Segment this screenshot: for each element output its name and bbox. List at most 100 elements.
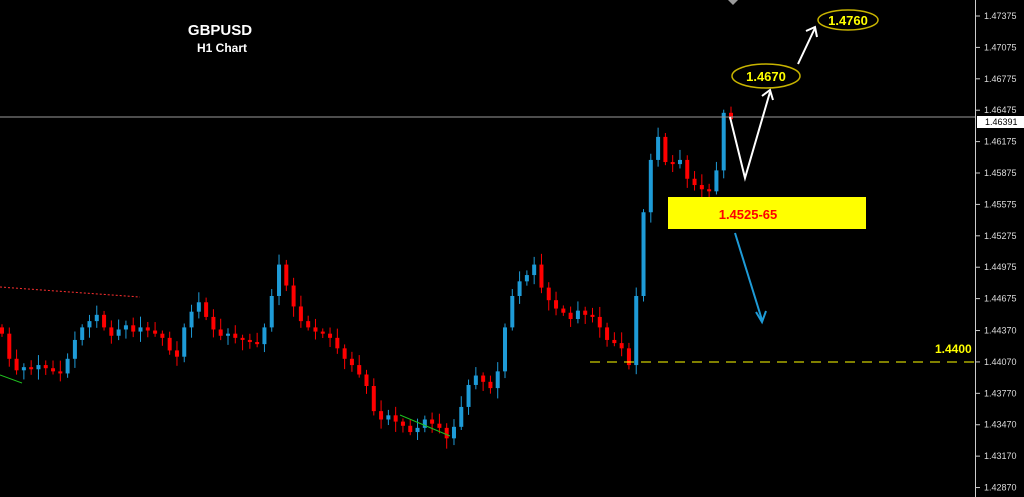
candle-body bbox=[656, 136, 661, 160]
candle-body bbox=[277, 264, 282, 296]
candle-body bbox=[225, 333, 230, 336]
candle-body bbox=[262, 327, 267, 345]
candle-body bbox=[605, 327, 610, 340]
candle-body bbox=[349, 358, 354, 366]
y-tick-label: 1.44070 bbox=[984, 357, 1017, 367]
candle-body bbox=[204, 302, 209, 317]
bearish-arrow bbox=[734, 232, 763, 321]
candle-body bbox=[714, 170, 719, 192]
candle-body bbox=[597, 316, 602, 328]
candle-body bbox=[298, 306, 303, 322]
y-tick-label: 1.44975 bbox=[984, 262, 1017, 272]
green-trendline bbox=[0, 374, 23, 384]
y-tick-label: 1.43170 bbox=[984, 451, 1017, 461]
candles bbox=[0, 106, 733, 449]
candle-body bbox=[94, 314, 99, 322]
candle-body bbox=[342, 348, 347, 359]
candle-body bbox=[58, 371, 63, 374]
candle-body bbox=[473, 375, 478, 385]
projected-path-arrow bbox=[797, 27, 816, 65]
candle-body bbox=[459, 406, 464, 427]
projected-path-arrow bbox=[729, 91, 771, 182]
candle-body bbox=[153, 330, 158, 334]
candle-body bbox=[131, 325, 136, 332]
candle-body bbox=[306, 321, 311, 328]
y-tick-label: 1.44370 bbox=[984, 326, 1017, 336]
candle-body bbox=[619, 343, 624, 349]
chart-subtitle: H1 Chart bbox=[197, 41, 247, 55]
shift-marker-icon[interactable] bbox=[728, 0, 738, 5]
target-ellipse-1 bbox=[731, 63, 801, 89]
candle-body bbox=[707, 189, 712, 192]
candle-body bbox=[196, 302, 201, 312]
candle-body bbox=[699, 185, 704, 190]
candle-body bbox=[408, 425, 413, 433]
candle-body bbox=[451, 426, 456, 439]
candle-body bbox=[313, 327, 318, 332]
candle-body bbox=[721, 112, 726, 171]
candle-body bbox=[488, 381, 493, 389]
candle-body bbox=[386, 415, 391, 420]
y-tick-label: 1.47375 bbox=[984, 11, 1017, 21]
candle-body bbox=[444, 427, 449, 439]
candle-body bbox=[233, 333, 238, 338]
candle-body bbox=[481, 375, 486, 382]
y-tick-label: 1.43770 bbox=[984, 388, 1017, 398]
candle-body bbox=[677, 159, 682, 165]
candle-body bbox=[729, 112, 733, 120]
candle-body bbox=[320, 331, 325, 334]
candle-body bbox=[269, 295, 274, 328]
candle-body bbox=[211, 316, 216, 330]
candle-body bbox=[400, 421, 405, 426]
chart-title: GBPUSD bbox=[188, 22, 252, 39]
green-trendline bbox=[399, 414, 451, 437]
candle-body bbox=[29, 367, 34, 370]
candle-body bbox=[546, 287, 551, 301]
candle-body bbox=[65, 358, 70, 374]
candle-body bbox=[634, 295, 639, 366]
y-tick-label: 1.42870 bbox=[984, 483, 1017, 493]
y-tick-label: 1.45275 bbox=[984, 231, 1017, 241]
candle-body bbox=[670, 162, 675, 165]
red-dotted-trendline bbox=[0, 286, 141, 298]
zone-box bbox=[668, 197, 866, 229]
candle-body bbox=[36, 365, 41, 370]
candle-body bbox=[21, 367, 26, 371]
candle-body bbox=[189, 311, 194, 328]
candle-body bbox=[517, 281, 522, 296]
candle-body bbox=[539, 264, 544, 288]
arrowhead-icon bbox=[805, 25, 818, 38]
support-label: 1.4400 bbox=[935, 342, 972, 356]
candle-body bbox=[532, 264, 537, 276]
candle-body bbox=[43, 365, 48, 369]
candle-body bbox=[692, 178, 697, 186]
candle-body bbox=[415, 427, 420, 433]
candle-body bbox=[583, 310, 588, 315]
candle-body bbox=[554, 300, 559, 309]
target-label-1: 1.4670 bbox=[746, 69, 786, 84]
candle-body bbox=[561, 308, 566, 313]
candle-body bbox=[116, 329, 121, 336]
y-tick-label: 1.46775 bbox=[984, 74, 1017, 84]
candle-body bbox=[240, 337, 245, 340]
candle-body bbox=[335, 337, 340, 349]
candle-body bbox=[80, 327, 85, 340]
y-tick-label: 1.47075 bbox=[984, 42, 1017, 52]
candle-body bbox=[357, 365, 362, 375]
candle-body bbox=[503, 327, 508, 372]
candle-body bbox=[284, 264, 289, 286]
y-tick-label: 1.45575 bbox=[984, 199, 1017, 209]
candle-body bbox=[247, 339, 252, 343]
candle-body bbox=[437, 423, 442, 428]
candle-body bbox=[102, 314, 107, 328]
candle-body bbox=[328, 333, 333, 338]
candle-body bbox=[590, 314, 595, 317]
arrowhead-icon bbox=[755, 310, 767, 325]
candle-body bbox=[109, 327, 114, 336]
y-tick-label: 1.45875 bbox=[984, 168, 1017, 178]
candle-body bbox=[422, 419, 427, 428]
candle-body bbox=[14, 358, 19, 371]
candle-body bbox=[568, 312, 573, 320]
y-tick-label: 1.46475 bbox=[984, 105, 1017, 115]
